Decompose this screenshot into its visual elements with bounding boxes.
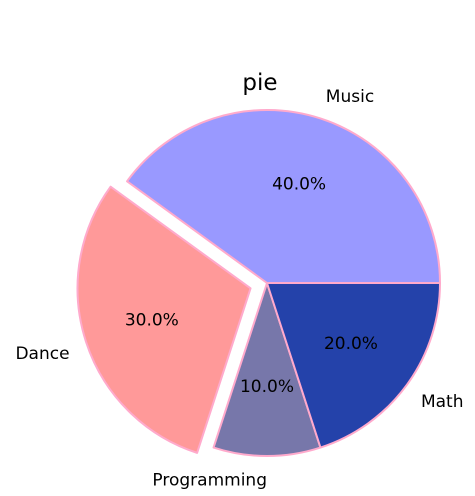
slice-percent-dance: 30.0% [125, 310, 179, 330]
pie-slice-music [126, 109, 441, 284]
slice-label-math: Math [421, 392, 464, 412]
chart-title: pie [242, 70, 277, 96]
pie-slice-dance [76, 185, 252, 454]
pie-slice-programming [212, 282, 322, 457]
slice-label-programming: Programming [152, 470, 267, 490]
slice-percent-math: 20.0% [324, 334, 378, 354]
slice-label-dance: Dance [15, 344, 69, 364]
slice-percent-programming: 10.0% [240, 377, 294, 397]
pie-slices [76, 109, 441, 457]
pie-labels: Music 40.0% Dance 30.0% Programming 10.0% Math… [15, 87, 463, 490]
slice-label-music: Music [326, 87, 374, 107]
slice-percent-music: 40.0% [272, 174, 326, 194]
pie-slice-math [266, 282, 441, 449]
